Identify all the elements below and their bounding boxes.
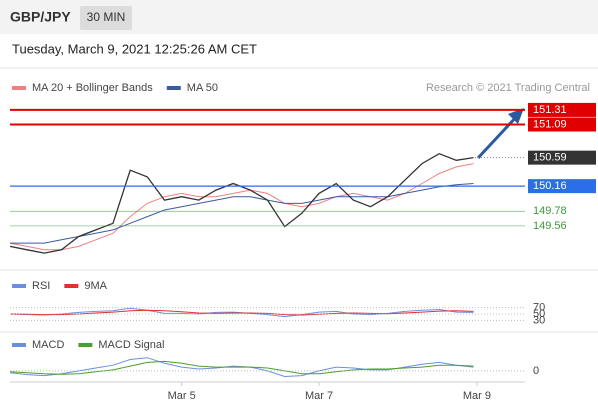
legend-label: MA 50 (187, 82, 218, 94)
legend-swatch (12, 284, 26, 288)
level-box (528, 102, 596, 117)
y-tick-label: 70 (533, 302, 545, 314)
series-line (9, 309, 474, 316)
series-line (9, 360, 474, 375)
x-tick-label: Mar 7 (305, 390, 333, 402)
legend-swatch (64, 284, 79, 288)
series-line (9, 163, 474, 251)
level-label: 149.78 (533, 205, 567, 217)
y-tick-label: 30 (533, 314, 545, 326)
timestamp: Tuesday, March 9, 2021 12:25:26 AM CET (12, 41, 257, 56)
level-box (528, 179, 596, 194)
legend-label: 9MA (84, 280, 107, 292)
credit: Research © 2021 Trading Central (426, 82, 590, 94)
level-label: 150.59 (533, 152, 567, 164)
legend-swatch (12, 343, 26, 347)
legend-label: MACD (32, 339, 64, 351)
interval-label[interactable]: 30 MIN (87, 10, 126, 24)
forecast-arrow (476, 113, 520, 160)
y-tick-label: 50 (533, 308, 545, 320)
series-line (9, 152, 474, 254)
legend-label: RSI (32, 280, 50, 292)
x-tick-label: Mar 9 (463, 390, 491, 402)
level-label: 151.09 (533, 118, 567, 130)
interval-button[interactable] (80, 6, 132, 30)
legend-swatch (166, 86, 181, 90)
x-tick-label: Mar 5 (168, 390, 196, 402)
level-box (528, 117, 596, 132)
level-label: 149.56 (533, 220, 567, 232)
symbol: GBP/JPY (10, 9, 71, 25)
series-line (9, 307, 474, 318)
level-label: 150.16 (533, 180, 567, 192)
level-box (528, 150, 596, 165)
legend-label: MACD Signal (98, 339, 164, 351)
legend-swatch (12, 86, 26, 90)
legend-swatch (78, 343, 93, 347)
series-line (10, 183, 474, 244)
level-label: 151.31 (533, 104, 567, 116)
forecast-arrowhead (508, 108, 524, 124)
legend-label: MA 20 + Bollinger Bands (32, 82, 153, 94)
y-tick-label: 0 (533, 365, 539, 377)
